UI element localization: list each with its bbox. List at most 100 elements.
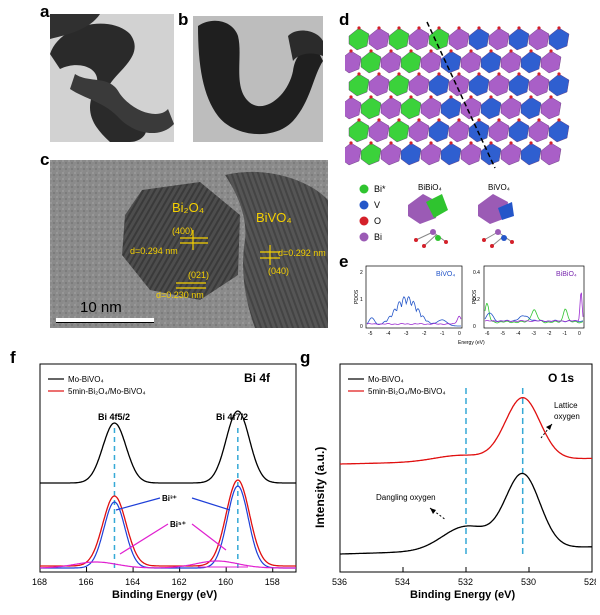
oxygen-atom [457,72,461,76]
fit-bi5plus [40,560,296,569]
oxygen-atom [537,72,541,76]
x-tick-label: 536 [332,577,347,587]
x-tick-label: 164 [125,577,140,587]
pdos-left-xtick: -2 [422,331,427,337]
label-040: (040) [268,266,289,276]
polyhedron [500,142,522,166]
polyhedron [520,142,542,166]
pdos-right-xtick: -3 [532,331,537,337]
pdos-right-xtick: 0 [578,331,581,337]
oxygen-atom [397,118,401,122]
polyhedron [540,142,562,166]
polyhedron [480,50,502,74]
xps-chart-g: O 1s Mo-BiVO₄ 5min-Bi₂O₄/Mo-BiVO₄ Lattic… [306,358,599,610]
scale-bar-label: 10 nm [80,299,122,316]
label-bi2o4: Bi₂O₄ [172,200,204,215]
oxygen-atom [457,118,461,122]
oxygen-atom [557,118,561,122]
tem-image-b [193,16,323,142]
arrow-bi5-left [119,523,169,555]
oxygen-atom [557,72,561,76]
polyhedron [468,73,490,97]
panel-label-a: a [40,2,50,21]
oxygen-atom [477,26,481,30]
oxygen-atom [357,72,361,76]
oxygen-atom [469,95,473,99]
polyhedron [448,27,470,51]
oxygen-atom [517,72,521,76]
oxygen-atom [529,95,533,99]
polyhedron [348,119,370,143]
pdos-panel-e: PDOS PDOS BiVO₄ BiBiO₄ Energy (eV) 2 1 0 0.… [352,262,588,346]
polyhedron [460,142,482,166]
polyhedron [440,96,462,120]
polyhedron [540,50,562,74]
polyhedron [400,142,422,166]
interface-line [426,21,496,169]
polyhedron [360,50,382,74]
oxygen-atom [497,26,501,30]
pdos-left-xtick: 0 [458,331,461,337]
polyhedron [468,119,490,143]
pdos-ylabel-right: PDOS [472,289,478,304]
polyhedron [500,96,522,120]
title-bibio4: BiBiO₄ [418,183,442,192]
polyhedron [508,73,530,97]
oxygen-atom [529,141,533,145]
arrow-bi5-right [191,523,227,551]
polyhedron [400,50,422,74]
legend-f-series-1: Mo-BiVO₄ [68,375,104,384]
pdos-left-ytick: 2 [360,270,363,276]
oxygen-atom [529,49,533,53]
x-tick-label: 532 [458,577,473,587]
label-d1: d=0.294 nm [130,246,178,256]
legend-g-series-2: 5min-Bi₂O₄/Mo-BiVO₄ [368,387,446,396]
legend-bi-star: Bi* [374,184,386,194]
polyhedron [480,142,502,166]
panel-label-g: g [300,348,311,367]
pdos-right-ytick: 0.2 [473,297,480,303]
polyhedron [380,50,402,74]
x-tick-label: 166 [79,577,94,587]
polyhedron [408,119,430,143]
oxygen-atom [357,26,361,30]
oxygen-atom [549,49,553,53]
polyhedron [420,96,442,120]
xps-chart-f: Bi 4f Mo-BiVO₄ 5min-Bi₂O₄/Mo-BiVO₄ Bi 4f… [20,358,300,610]
oxygen-atom [509,141,513,145]
panel-label-e: e [339,252,349,271]
xlabel-f: Binding Energy (eV) [112,589,217,601]
label-d2: d=0.230 nm [156,290,204,300]
oxygen-atom [489,95,493,99]
oxygen-atom [429,141,433,145]
oxygen-atom [449,95,453,99]
polyhedron [388,119,410,143]
pdos-right-bistar-series [484,302,583,324]
legend-o: O [374,216,381,226]
pdos-left-xtick: -4 [386,331,391,337]
polyhedron [368,73,390,97]
plot-frame-f [39,363,297,573]
annot-bi4f72: Bi 4f7/2 [216,412,248,422]
polyhedron [460,50,482,74]
polyhedron [428,73,450,97]
annot-bi5plus: Bi⁵⁺ [170,520,186,529]
polyhedron [488,119,510,143]
oxygen-atom [517,118,521,122]
oxygen-atom [537,118,541,122]
label-400: (400) [172,226,193,236]
polyhedron [360,142,382,166]
panel-label-c: c [40,150,50,169]
label-d3: d=0.292 nm [278,248,326,258]
x-tick-label: 528 [584,577,596,587]
oxygen-atom [397,26,401,30]
oxygen-atom [349,49,353,53]
oxygen-atom [417,72,421,76]
label-021: (021) [188,270,209,280]
pdos-left-xtick: -1 [440,331,445,337]
oxygen-atom [497,72,501,76]
oxygen-atom [509,49,513,53]
oxygen-atom [509,95,513,99]
oxygen-atom [377,118,381,122]
annot-bi3plus: Bi³⁺ [162,494,177,503]
